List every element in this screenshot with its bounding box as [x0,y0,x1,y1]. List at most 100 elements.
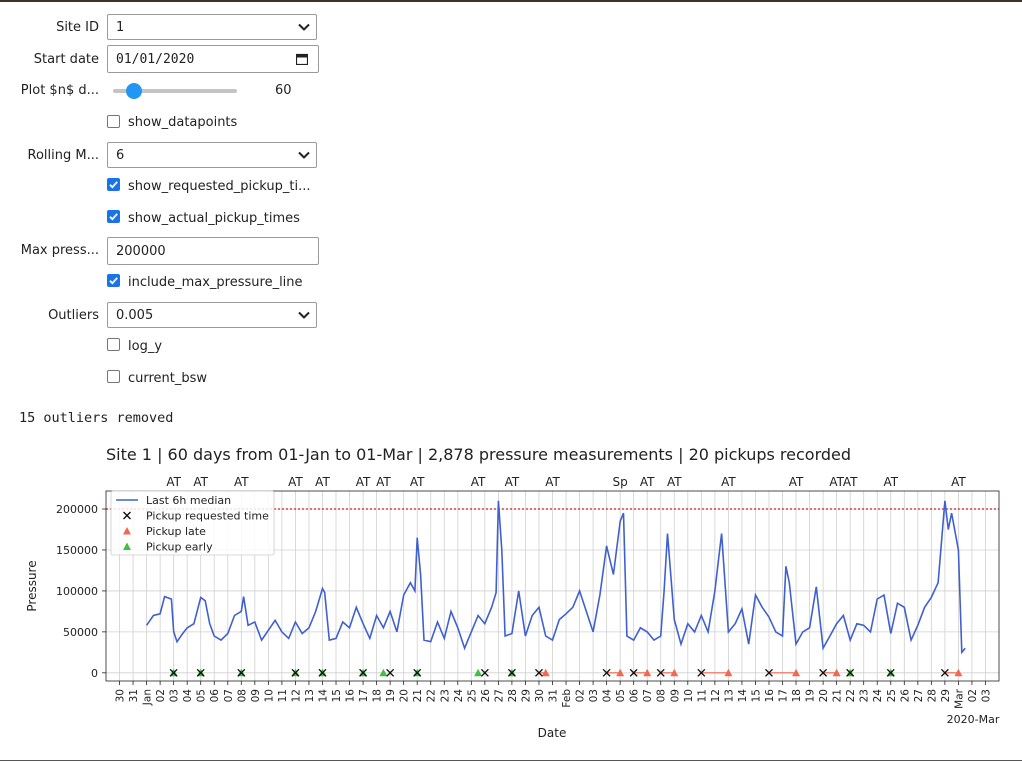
x-tick-label: 07 [223,689,235,702]
x-tick-label: 30 [115,689,127,702]
show-datapoints-checkbox[interactable] [107,115,120,128]
pickup-label: AT [721,475,736,489]
pickup-early-marker [474,668,483,677]
pickup-label: AT [376,475,391,489]
x-tick-label: 19 [805,689,817,702]
start-date-value: 01/01/2020 [116,51,195,67]
x-tick-label: 03 [588,689,600,702]
checkmark-icon [109,277,118,285]
series-line-last-6h-median [145,500,966,655]
legend-label: Pickup late [146,525,206,538]
x-tick-label: 12 [710,689,722,702]
bottom-border [0,760,1022,761]
outliers-select[interactable]: 0.005 [107,302,317,328]
current-bsw-label: current_bsw [128,371,208,386]
current-bsw-checkbox[interactable] [107,370,120,383]
x-tick-label: 05 [615,689,627,702]
chevron-down-icon [298,151,310,159]
chevron-down-icon [298,311,310,319]
x-tick-label: 23 [439,689,451,702]
pickup-label: AT [315,475,330,489]
show-requested-label: show_requested_pickup_ti... [128,179,311,194]
plot-days-value: 60 [275,83,292,98]
pickup-label: AT [640,475,655,489]
x-tick-label: 08 [236,689,248,702]
x-tick-label: 03 [980,689,992,702]
x-axis-label: Date [538,726,567,740]
max-pressure-input[interactable]: 200000 [107,237,319,265]
pickup-label: AT [883,475,898,489]
pickup-label: AT [288,475,303,489]
site-id-value: 1 [116,19,125,35]
show-requested-checkbox[interactable] [107,178,120,191]
y-tick-label: 50000 [63,626,98,639]
site-id-select[interactable]: 1 [107,14,317,40]
pickup-requested-marker [480,668,489,677]
x-tick-label: Mar [953,688,965,708]
include-max-checkbox[interactable] [107,274,120,287]
x-tick-label: 29 [520,689,532,702]
x-tick-label: 29 [940,689,952,702]
pickup-label: AT [471,475,486,489]
include-max-label: include_max_pressure_line [128,275,303,290]
x-tick-label: 21 [832,689,844,702]
rolling-select[interactable]: 6 [107,142,317,168]
y-tick-label: 100000 [56,585,98,598]
x-tick-label: 25 [466,689,478,702]
x-tick-label: 17 [778,689,790,702]
x-tick-label: 02 [967,689,979,702]
x-tick-label: 04 [182,689,194,703]
pickup-label: Sp [613,475,628,489]
plot-days-slider[interactable] [113,83,237,99]
x-tick-label: 27 [913,689,925,702]
max-pressure-value: 200000 [116,243,166,259]
x-tick-label: 22 [845,689,857,702]
x-tick-label: 06 [209,689,221,703]
x-tick-label: 26 [480,689,492,703]
calendar-icon[interactable] [296,53,308,65]
pickup-requested-marker [629,668,638,677]
legend-label: Last 6h median [146,494,231,507]
pickup-requested-marker [237,668,246,677]
y-axis: 0 50000 100000 150000 200000 [56,503,106,680]
pickup-label: AT [166,475,181,489]
legend-box [110,490,275,556]
slider-thumb[interactable] [125,83,142,99]
pickup-late-marker [724,668,733,677]
pickup-label: AT [234,475,249,489]
x-axis: 30 31 Jan 02 03 04 05 06 07 08 09 10 11 12 13 14 15 16 17 1… [115,681,992,709]
start-date-input[interactable]: 01/01/2020 [107,45,319,73]
pickup-label: AT [789,475,804,489]
x-tick-label: 08 [656,689,668,702]
pickup-label: AT [843,475,858,489]
x-tick-label: 28 [507,689,519,702]
pickup-requested-marker [318,668,327,677]
x-tick-label: 18 [791,689,803,702]
pickup-label: AT [951,475,966,489]
legend: Last 6h median Pickup requested time Picku… [110,490,275,556]
pickup-label: AT [505,475,520,489]
pickup-requested-marker [602,668,611,677]
show-actual-checkbox[interactable] [107,210,120,223]
x-tick-label: 12 [290,689,302,702]
x-tick-label: 27 [493,689,505,702]
pickup-label: AT [356,475,371,489]
x-tick-label: 03 [169,689,181,702]
pickup-requested-marker [656,668,665,677]
x-tick-label: 24 [453,689,465,703]
x-tick-label: 10 [263,689,275,702]
x-tick-label: 02 [155,689,167,702]
x-tick-label: 16 [764,689,776,703]
top-border [0,0,1022,2]
log-y-checkbox[interactable] [107,338,120,351]
pickup-late-marker [616,668,625,677]
pickup-requested-marker [291,668,300,677]
x-tick-label: 19 [385,689,397,702]
x-tick-label: 09 [250,689,262,702]
y-axis-label: Pressure [25,560,39,611]
chevron-down-icon [298,23,310,31]
x-tick-label: 24 [872,689,884,703]
pickup-requested-marker [697,668,706,677]
legend-label: Pickup requested time [146,510,269,523]
